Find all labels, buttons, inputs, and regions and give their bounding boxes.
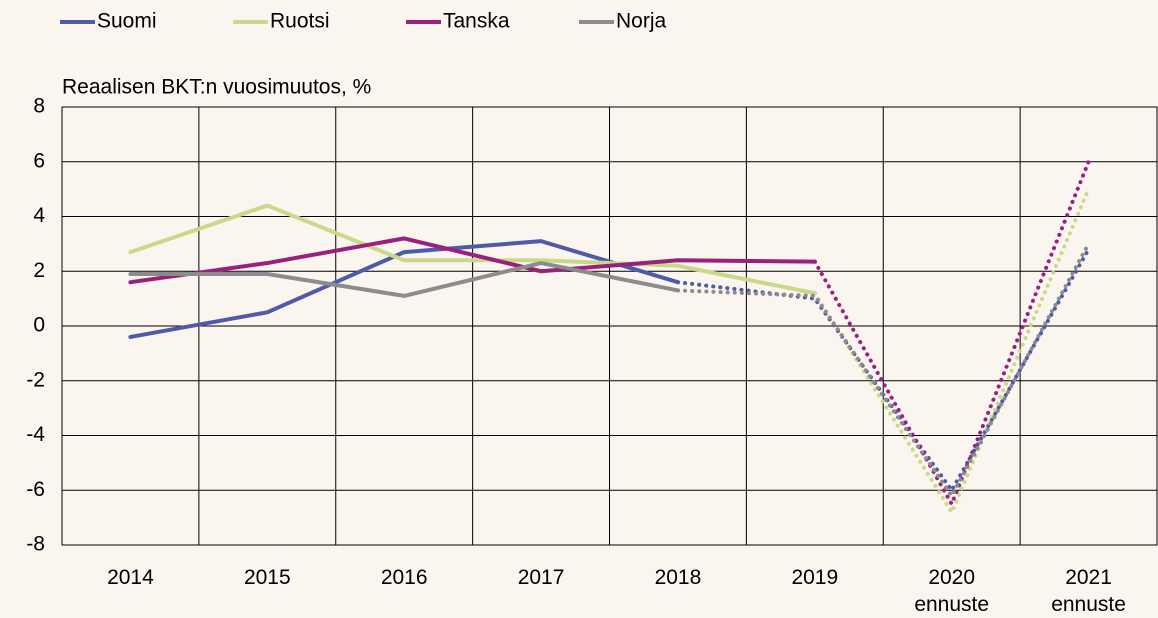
y-tick-label: 0 [33, 314, 45, 337]
series-line [128, 261, 680, 298]
y-tick-label: 4 [33, 204, 45, 227]
x-tick-label: 2019 [791, 566, 838, 589]
series-line [128, 239, 680, 339]
x-tick-label: 2014 [107, 566, 154, 589]
y-tick-label: 6 [33, 149, 45, 172]
x-tick-label: 2020 ennuste [914, 566, 989, 616]
y-tick-label: -6 [26, 478, 45, 501]
series-line [128, 236, 817, 285]
x-tick-label: 2017 [518, 566, 565, 589]
y-tick-label: 8 [33, 95, 45, 118]
y-tick-label: -4 [26, 423, 45, 446]
legend-label: Suomi [97, 10, 157, 33]
legend-label: Tanska [443, 10, 510, 33]
legend-label: Norja [616, 10, 667, 33]
series-line [128, 203, 817, 296]
forecast-line [812, 187, 1091, 515]
x-tick-label: 2018 [655, 566, 702, 589]
x-tick-label: 2015 [244, 566, 291, 589]
x-tick-label: 2021 ennuste [1051, 566, 1126, 616]
forecast-line [812, 159, 1091, 506]
y-axis-title: Reaalisen BKT:n vuosimuutos, % [62, 76, 371, 99]
x-tick-label: 2016 [381, 566, 428, 589]
y-tick-label: 2 [33, 259, 45, 282]
y-tick-label: -8 [26, 533, 45, 556]
y-tick-label: -2 [26, 368, 45, 391]
legend-label: Ruotsi [270, 10, 330, 33]
